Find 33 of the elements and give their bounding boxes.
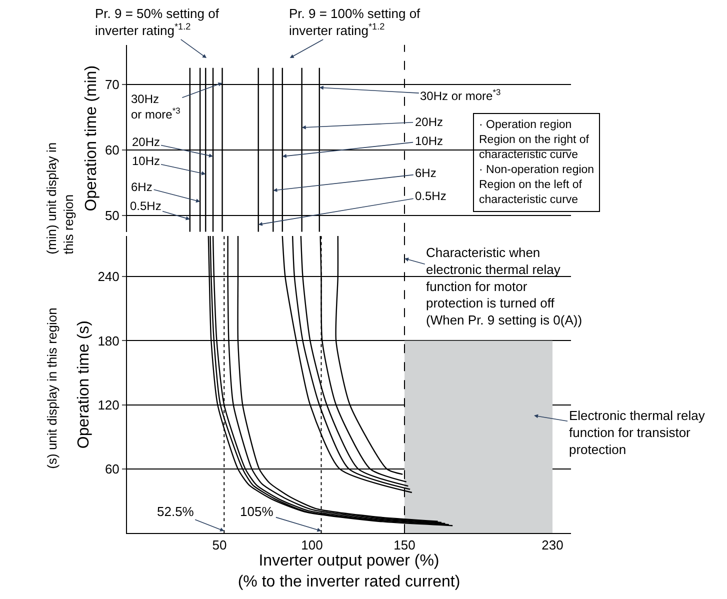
x-axis-title: Inverter output power (%) (% to the inverter rated current) — [238, 552, 460, 591]
annotation: 30Hz or more$^{*3}$ — [420, 87, 501, 104]
text: Pr. 9 = 100% setting of inverter rating$^{*1.2}$ — [289, 6, 421, 38]
y-tick-label: 180 — [98, 333, 120, 348]
text: (s) unit display in this region — [44, 308, 60, 469]
annotation: 10Hz — [132, 154, 160, 168]
annotation: 20Hz — [132, 135, 160, 149]
annotation: 10Hz — [415, 134, 444, 148]
annotation: 0.5Hz — [415, 189, 446, 203]
y-tick-label: 120 — [98, 397, 120, 412]
annotation: 6Hz — [415, 166, 436, 180]
ref-line-label: 52.5% — [157, 504, 194, 519]
annotation: 6Hz — [131, 180, 152, 194]
ref-line-label: 105% — [240, 504, 274, 519]
x-tick-label: 230 — [542, 538, 564, 553]
y-tick-label: 70 — [104, 76, 120, 92]
y-tick-label: 60 — [104, 142, 120, 158]
y-tick-label: 60 — [104, 462, 120, 477]
x-tick-label: 50 — [212, 538, 227, 553]
y-tick-label: 50 — [104, 208, 120, 223]
text: (min) unit display in this region — [44, 142, 76, 254]
annotation: 0.5Hz — [130, 199, 162, 213]
x-tick-label: 100 — [301, 538, 323, 553]
annotation: 20Hz — [415, 115, 444, 129]
x-tick-label: 150 — [394, 538, 416, 553]
ref-line-label: Characteristic when electronic thermal relay function for motor protection is turned off (When Pr. 9 setting is 0(A)) — [426, 245, 582, 328]
y-axis-title: Operation time (s) — [76, 320, 93, 449]
y-tick-label: 240 — [98, 269, 120, 284]
annotation: Electronic thermal relay function for transistor protection — [569, 408, 706, 457]
annotation: · Operation region Region on the right of characteristic curve · Non-operation region Region on the left of characteristic curve — [479, 119, 594, 206]
annotation: 30Hz or more$^{*3}$ — [131, 92, 181, 122]
y-axis-title: Operation time (min) — [82, 65, 100, 212]
text: Pr. 9 = 50% setting of inverter rating$^{*1.2}$ — [95, 6, 220, 38]
